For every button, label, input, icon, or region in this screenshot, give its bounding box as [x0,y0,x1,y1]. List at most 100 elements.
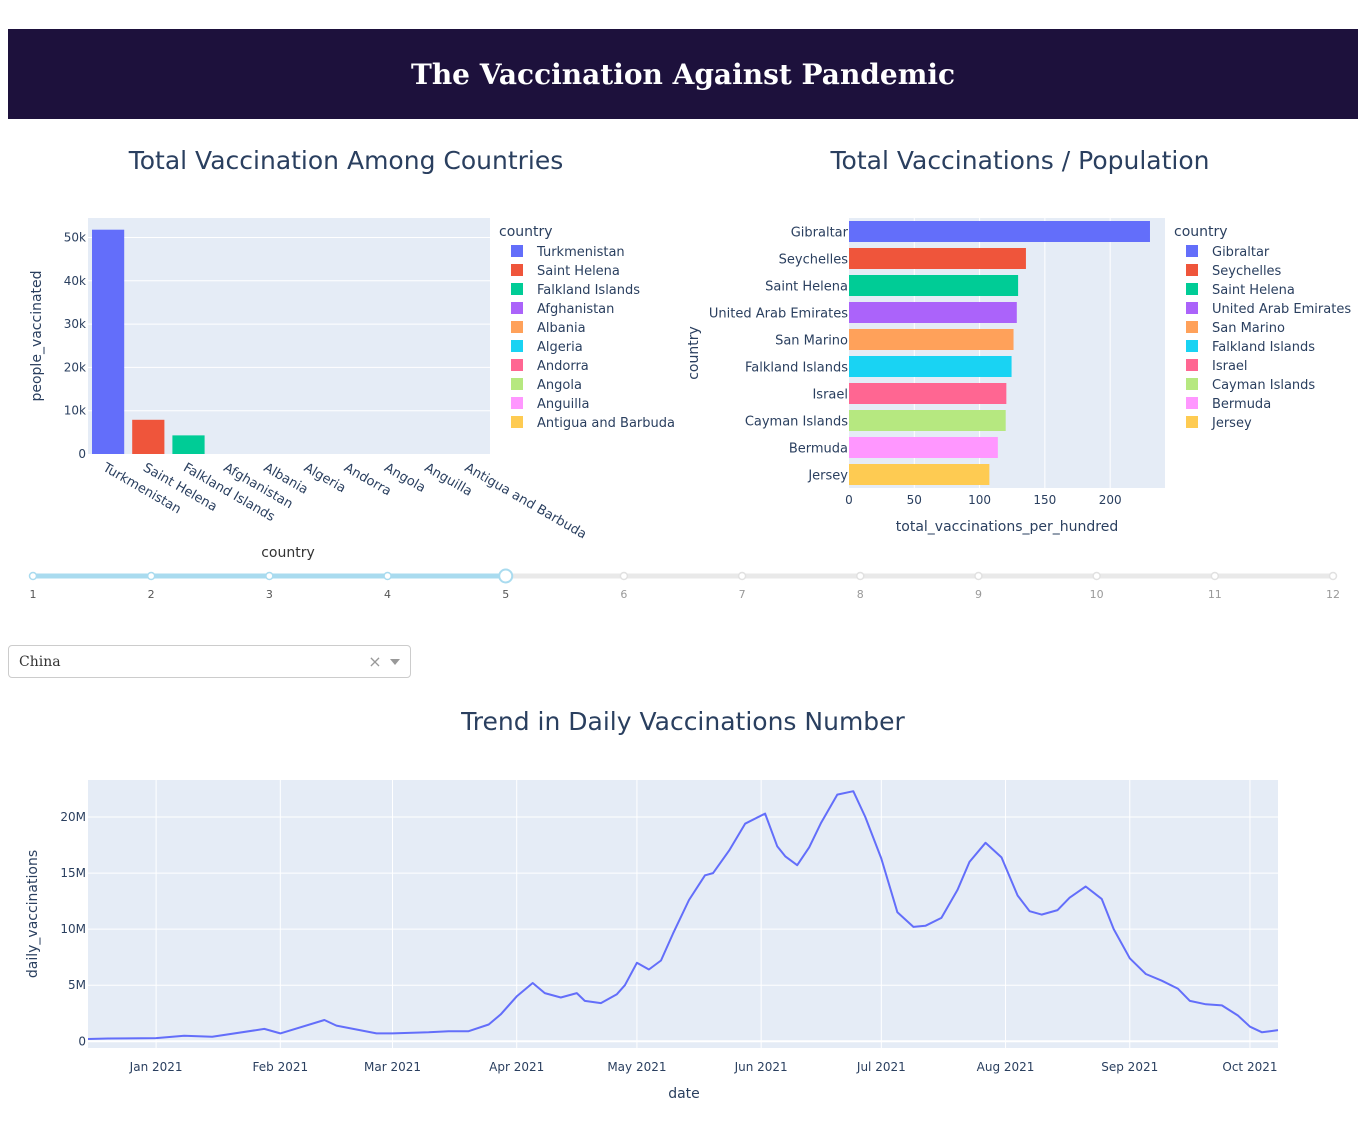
slider-tick-label: 11 [1208,588,1222,601]
legend-swatch [511,321,523,333]
legend-swatch [1186,245,1198,257]
slider-dot [383,571,392,581]
x-tick-label: Jun 2021 [734,1060,788,1074]
slider-dot [1210,571,1220,581]
legend-item-andorra: Andorra [537,359,589,374]
slider-dot [28,571,38,581]
bar-saint-helena [132,419,165,454]
slider-tick-label: 2 [148,588,155,601]
slider-dot [1328,571,1338,581]
y-axis-label: daily_vaccinations [25,850,41,978]
x-tick-label: 200 [1099,493,1122,507]
bar-seychelles [849,248,1026,269]
legend-swatch [511,283,523,295]
total-vaccination-bar-chart: Total Vaccination Among Countries 0 10k 20k… [29,146,675,542]
y-axis-label: country [686,326,702,380]
x-tick-label: 0 [845,493,853,507]
legend-item-falkland-islands: Falkland Islands [537,283,640,298]
bar-turkmenistan [92,229,125,454]
y-tick-label: 40k [64,274,86,288]
legend-title: country [1174,224,1228,240]
country-dropdown[interactable]: China × [8,645,411,678]
legend-swatch [1186,340,1198,352]
y-tick-label: 0 [78,1034,86,1048]
legend-item-angola: Angola [537,378,582,393]
legend-item-albania: Albania [537,321,586,336]
legend-item-united-arab-emirates: United Arab Emirates [1212,302,1351,317]
slider-dot [856,571,865,581]
y-tick-label: Saint Helena [765,280,848,295]
bar-bermuda [849,437,998,458]
clear-icon[interactable]: × [368,652,382,671]
bar-united-arab-emirates [849,302,1017,323]
bar-israel [849,383,1007,404]
x-tick-label: Sep 2021 [1101,1060,1158,1074]
x-tick-label: May 2021 [607,1060,666,1074]
chart-title: Total Vaccinations / Population [830,146,1210,175]
legend-swatch [511,397,523,409]
slider-handle[interactable] [498,568,514,584]
legend-item-saint-helena: Saint Helena [1212,283,1295,298]
legend-item-seychelles: Seychelles [1212,264,1282,279]
y-tick-label: San Marino [775,334,848,349]
x-tick-label: Aug 2021 [977,1060,1035,1074]
y-tick-label: Cayman Islands [745,415,848,430]
slider-tick-label: 7 [739,588,746,601]
legend-swatch [511,359,523,371]
y-tick-label: 15M [60,866,86,880]
slider-dot [974,571,983,581]
vaccinations-per-population-chart: Total Vaccinations / Population 0 50 100 150… [686,146,1351,535]
y-tick-label: 50k [64,230,86,244]
legend-item-saint-helena: Saint Helena [537,264,620,279]
x-tick-label: Feb 2021 [253,1060,309,1074]
y-tick-label: 20k [64,360,86,374]
legend-item-anguilla: Anguilla [537,397,589,412]
slider-tick-label: 8 [857,588,864,601]
bar-cayman-islands [849,410,1006,431]
x-tick-label: Antigua and Barbuda [462,460,589,542]
slider-tick-label: 5 [502,588,509,601]
slider-tick-label: 9 [975,588,982,601]
bar-gibraltar [849,221,1150,242]
slider-tick-label: 10 [1090,588,1104,601]
y-tick-label: 20M [60,810,86,824]
slider-tick-label: 1 [30,588,37,601]
legend-title: country [499,224,553,240]
y-tick-label: Jersey [807,469,848,484]
y-tick-label: Bermuda [789,442,848,457]
dropdown-value: China [19,653,61,670]
bar-san-marino [849,329,1014,350]
legend-item-turkmenistan: Turkmenistan [536,245,625,260]
slider-dot [265,571,274,581]
y-tick-label: Falkland Islands [745,361,848,376]
y-tick-label: 5M [68,978,86,992]
slider-tick-label: 6 [620,588,627,601]
bar-jersey [849,464,990,485]
legend-swatch [1186,378,1198,390]
bar-falkland-islands [849,356,1012,377]
legend-swatch [1186,283,1198,295]
legend-item-gibraltar: Gibraltar [1212,245,1270,260]
y-tick-label: United Arab Emirates [709,307,848,322]
legend-item-israel: Israel [1212,359,1248,374]
slider-tick-label: 4 [384,588,391,601]
y-tick-label: 0 [78,447,86,461]
legend-swatch [511,416,523,428]
legend-swatch [511,245,523,257]
x-axis-label: date [668,1086,700,1102]
y-tick-label: Israel [812,388,848,403]
x-tick-label: Oct 2021 [1222,1060,1277,1074]
slider-dot [1092,571,1101,581]
y-tick-label: Seychelles [779,253,849,268]
y-tick-label: Gibraltar [791,226,849,241]
x-tick-label: Jan 2021 [129,1060,183,1074]
page-header: The Vaccination Against Pandemic [8,29,1358,119]
x-tick-label: Apr 2021 [489,1060,544,1074]
x-tick-label: 50 [907,493,922,507]
page-title: The Vaccination Against Pandemic [410,57,956,91]
legend-item-falkland-islands: Falkland Islands [1212,340,1315,355]
chevron-down-icon[interactable] [390,658,400,665]
chart-title: Total Vaccination Among Countries [128,146,564,175]
legend-swatch [511,378,523,390]
